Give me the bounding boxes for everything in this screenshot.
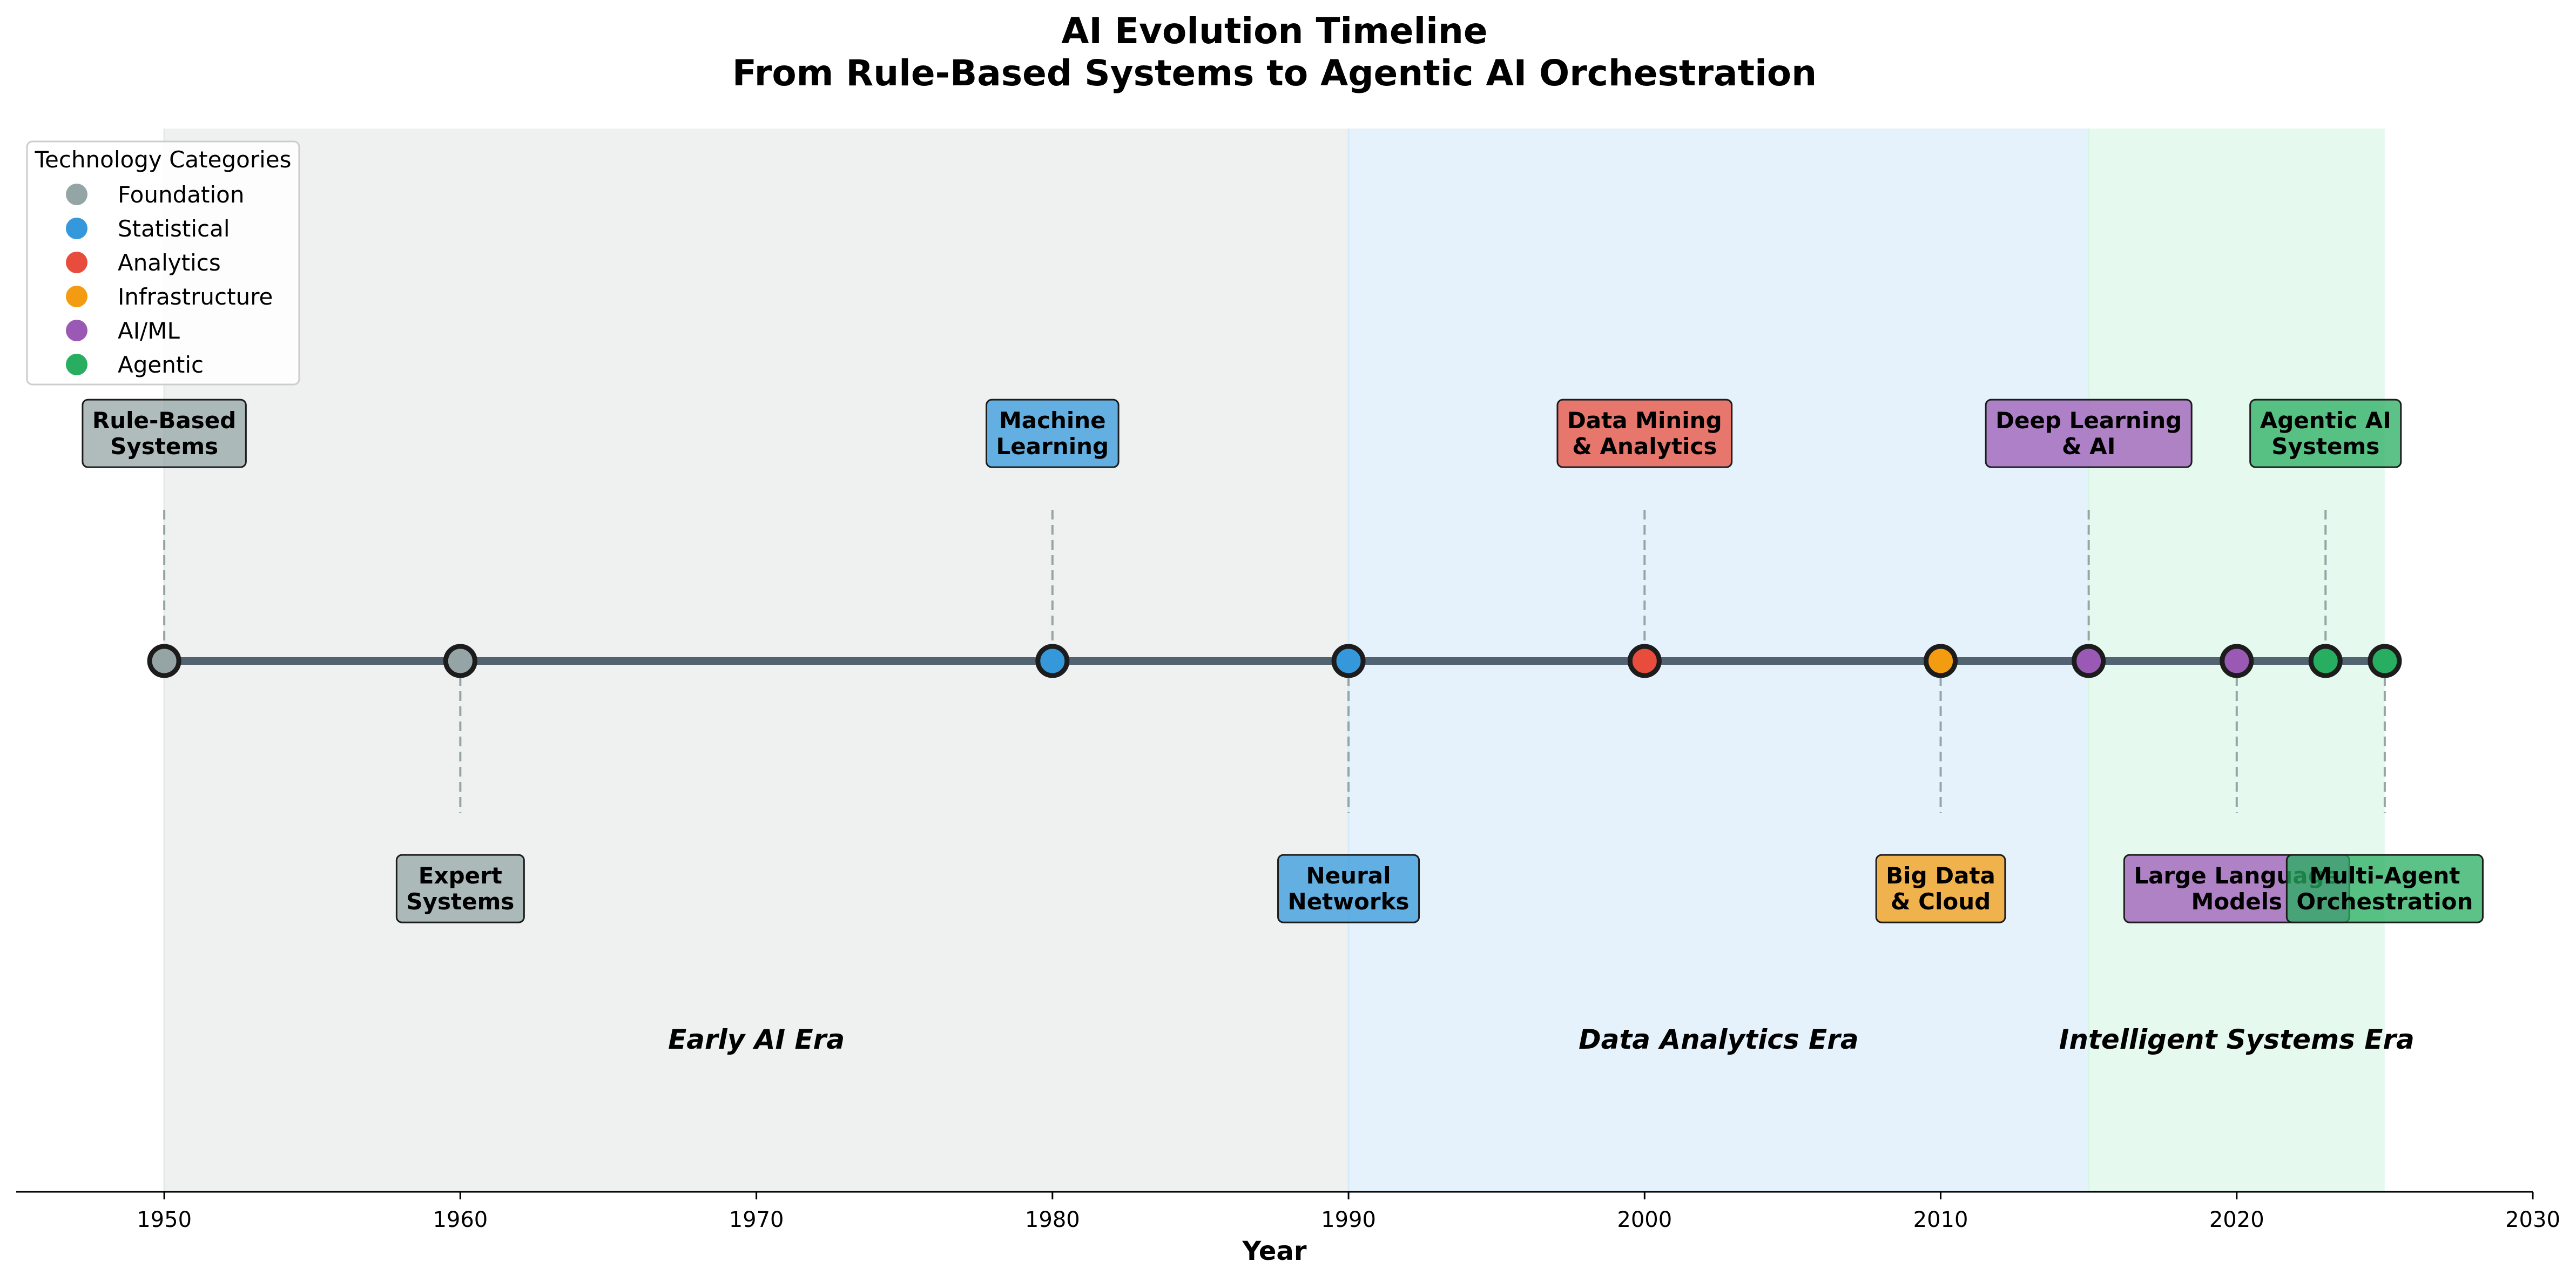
x-axis: 1950 1960 1970 1980 1990 2000 2010 2020 2030 Year [16,1191,2560,1266]
x-tick-label: 1950 [137,1207,192,1232]
x-axis-label: Year [1242,1236,1307,1266]
era-labels: Early AI Era Data Analytics Era Intelligen… [668,1024,2415,1055]
x-tick-label: 2030 [2505,1207,2560,1232]
x-tick-label: 2020 [2209,1207,2264,1232]
x-tick-label: 1980 [1025,1207,1080,1232]
event-marker-deep-learning-ai [2072,644,2106,678]
event-marker-expert-systems [443,644,477,678]
legend-label-analytics: Analytics [118,249,221,276]
event-label-box [395,854,525,923]
event-label-big-data-cloud: Big Data & Cloud [1875,854,2006,923]
event-label-text: Rule-Based Systems [92,407,236,460]
era-label-early-ai-era: Early AI Era [668,1024,845,1055]
legend-label-foundation: Foundation [118,181,244,208]
event-label-box [1985,399,2193,468]
event-label-expert-systems: Expert Systems [395,854,525,923]
event-marker-large-language-models [2220,644,2254,678]
event-label-box [1277,854,1420,923]
legend-title: Technology Categories [34,146,291,173]
event-label-agentic-ai-systems: Agentic AI Systems [2249,399,2402,468]
legend-label-statistical: Statistical [118,215,230,242]
event-label-box [2249,399,2402,468]
era-label-intelligent-systems-era: Intelligent Systems Era [2059,1024,2415,1055]
legend-swatch-agentic [66,354,87,375]
event-label-data-mining-analytics: Data Mining & Analytics [1556,399,1733,468]
event-label-text: Data Mining & Analytics [1567,407,1722,460]
event-markers [147,644,2402,678]
event-label-rule-based-systems: Rule-Based Systems [82,399,247,468]
legend-swatch-statistical [66,218,87,239]
legend: Technology Categories Foundation Statistic… [26,140,300,386]
event-labels: Rule-Based Systems Expert Systems Machine Lea… [82,399,2484,923]
event-marker-agentic-ai-systems [2308,644,2343,678]
legend-swatch-ai-ml [66,320,87,341]
event-label-box [986,399,1120,468]
event-marker-neural-networks [1331,644,1366,678]
event-marker-big-data-cloud [1924,644,1958,678]
x-tick-label: 1960 [433,1207,488,1232]
event-label-text: Neural Networks [1288,862,1410,915]
legend-frame [26,140,300,386]
legend-swatch-analytics [66,252,87,273]
event-label-machine-learning: Machine Learning [986,399,1120,468]
legend-label-agentic: Agentic [118,352,204,378]
x-tick-label: 1990 [1321,1207,1376,1232]
event-marker-multi-agent-orchestration [2368,644,2402,678]
event-label-box [1875,854,2006,923]
x-tick-label: 2010 [1913,1207,1968,1232]
event-label-box [1556,399,1733,468]
event-label-text: Multi-Agent Orchestration [2296,862,2473,915]
chart-title-line: AI Evolution Timeline [1061,10,1487,52]
event-label-text: Machine Learning [996,407,1109,460]
event-label-box [82,399,247,468]
event-label-text: Expert Systems [406,862,514,915]
event-label-text: Big Data & Cloud [1886,862,1995,915]
event-label-deep-learning-ai: Deep Learning & AI [1985,399,2193,468]
event-connectors [163,510,2386,813]
x-tick-label: 2000 [1617,1207,1672,1232]
legend-swatch-foundation [66,184,87,205]
chart-subtitle-line: From Rule-Based Systems to Agentic AI Or… [732,52,1817,94]
x-tick-label: 1970 [729,1207,784,1232]
event-marker-data-mining-analytics [1627,644,1662,678]
event-marker-machine-learning [1035,644,1070,678]
legend-label-ai-ml: AI/ML [118,318,180,344]
event-label-neural-networks: Neural Networks [1277,854,1420,923]
event-marker-rule-based-systems [147,644,181,678]
event-label-box [2285,854,2484,923]
event-label-text: Deep Learning & AI [1995,407,2182,460]
legend-swatch-infrastructure [66,286,87,307]
legend-label-infrastructure: Infrastructure [118,284,273,310]
event-label-multi-agent-orchestration: Multi-Agent Orchestration [2285,854,2484,923]
event-label-text: Agentic AI Systems [2260,407,2391,460]
era-label-data-analytics-era: Data Analytics Era [1579,1024,1858,1055]
